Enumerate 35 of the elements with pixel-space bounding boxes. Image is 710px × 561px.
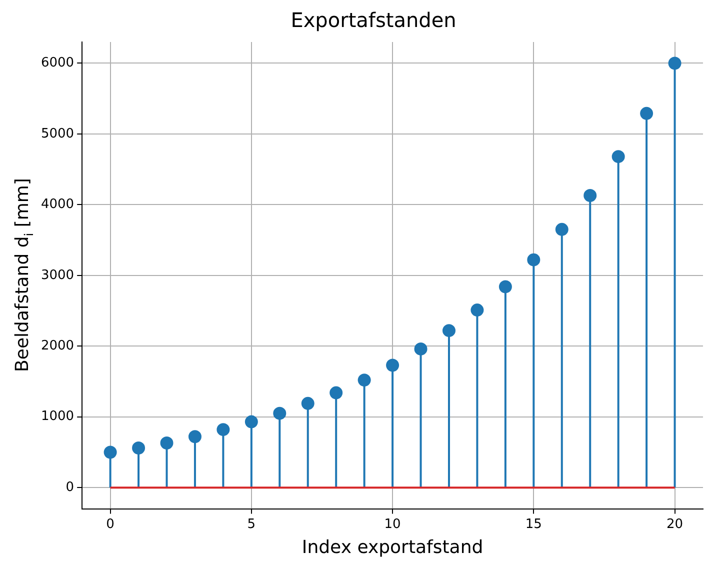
point: [584, 188, 597, 202]
y-tick-label: 0: [66, 480, 74, 495]
point: [442, 324, 456, 338]
y-tick-label: 6000: [40, 56, 74, 71]
x-tick-label: 5: [247, 516, 256, 532]
point: [358, 374, 371, 387]
y-tick-label: 3000: [40, 268, 74, 283]
y-tick-label: 5000: [40, 126, 74, 142]
y-tick-label: 4000: [40, 197, 74, 212]
point: [216, 423, 230, 436]
point: [330, 386, 343, 400]
point: [188, 430, 202, 444]
y-tick-label: 2000: [40, 338, 74, 354]
point: [640, 106, 654, 120]
point: [273, 406, 286, 420]
y-tick-label: 1000: [40, 409, 74, 424]
point: [527, 253, 540, 266]
x-axis-title: Index exportafstand: [302, 536, 484, 558]
point: [612, 150, 625, 164]
point: [160, 436, 174, 450]
point: [301, 396, 314, 410]
point: [386, 358, 400, 372]
x-tick-label: 15: [525, 516, 542, 532]
point: [414, 342, 428, 356]
point: [668, 56, 682, 70]
x-tick-label: 0: [106, 516, 114, 532]
point: [498, 280, 512, 294]
point: [244, 415, 258, 428]
x-tick-label: 20: [666, 516, 684, 532]
point: [132, 441, 146, 454]
point: [104, 446, 117, 459]
point: [555, 222, 568, 236]
chart-title: Exportafstanden: [290, 8, 456, 32]
point: [470, 304, 484, 317]
x-tick-label: 10: [384, 516, 401, 532]
